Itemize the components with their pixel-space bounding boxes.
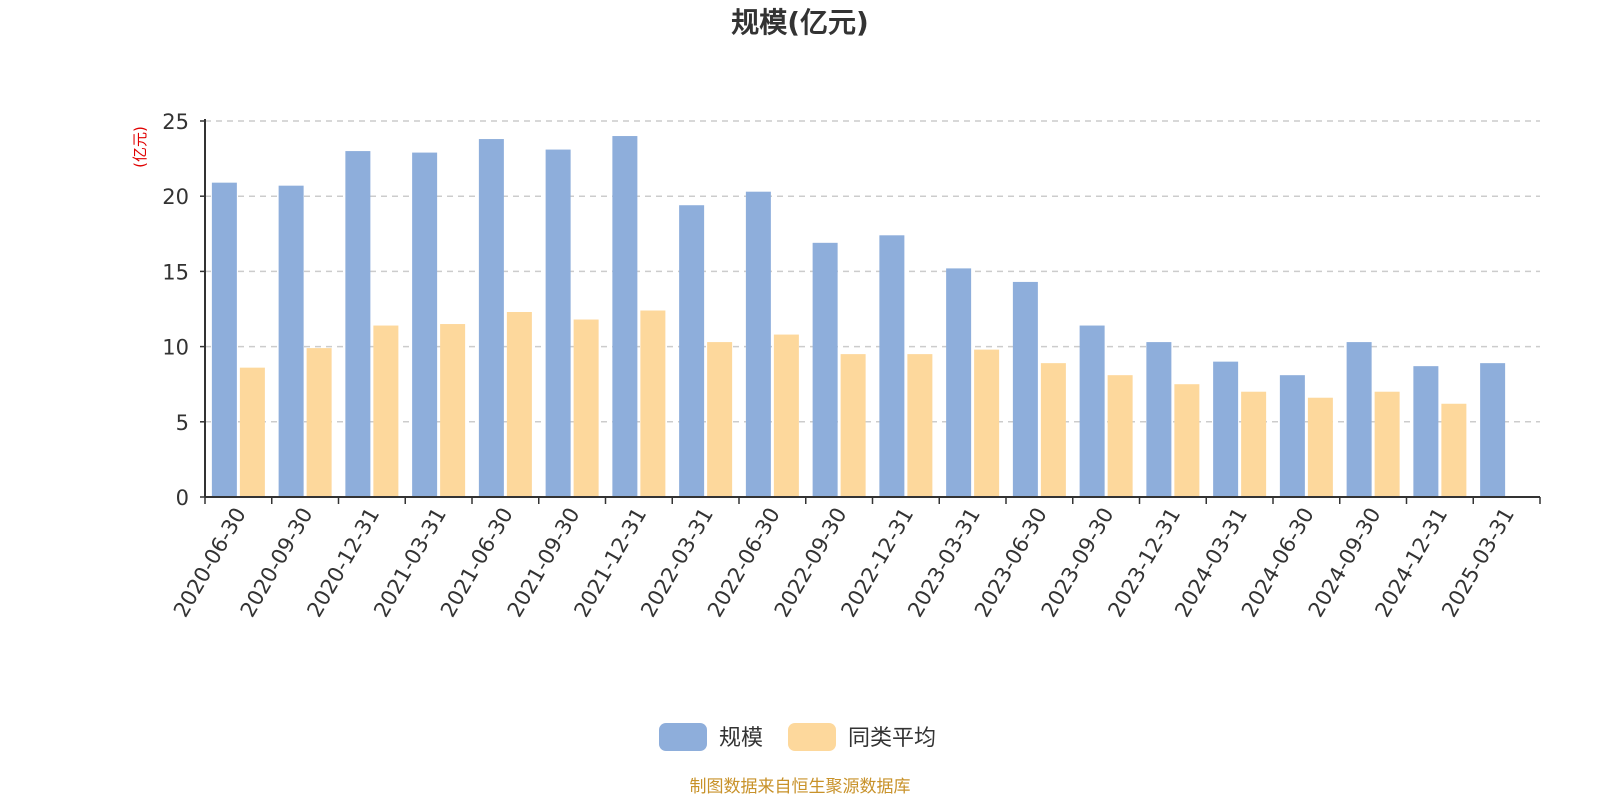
bar-peer-average[interactable]	[1040, 363, 1066, 497]
bar-scale[interactable]	[345, 151, 371, 497]
bar-peer-average[interactable]	[1241, 391, 1267, 497]
bar-peer-average[interactable]	[1441, 403, 1467, 497]
bar-peer-average[interactable]	[373, 325, 399, 497]
bar-peer-average[interactable]	[1374, 391, 1400, 497]
bar-peer-average[interactable]	[707, 342, 733, 497]
bar-scale[interactable]	[1146, 342, 1172, 497]
bar-peer-average[interactable]	[440, 324, 466, 497]
bar-peer-average[interactable]	[974, 349, 1000, 497]
y-tick-label: 0	[176, 486, 189, 510]
legend-item-peer-average[interactable]: 同类平均	[788, 723, 936, 751]
bar-peer-average[interactable]	[573, 319, 599, 497]
bar-peer-average[interactable]	[506, 312, 532, 497]
x-tick-labels: 2020-06-302020-09-302020-12-312021-03-31…	[169, 504, 1519, 622]
axes	[200, 119, 1541, 504]
bar-scale[interactable]	[946, 268, 972, 497]
bar-scale[interactable]	[1079, 325, 1105, 497]
bar-scale[interactable]	[1279, 375, 1305, 497]
bar-peer-average[interactable]	[1174, 384, 1200, 497]
bar-peer-average[interactable]	[773, 334, 799, 497]
y-axis-unit-label: (亿元)	[131, 126, 149, 168]
source-note: 制图数据来自恒生聚源数据库	[690, 777, 911, 797]
y-tick-label: 20	[162, 185, 189, 209]
legend-swatch-scale	[659, 723, 707, 751]
bar-peer-average[interactable]	[1107, 375, 1133, 497]
bars	[211, 136, 1506, 498]
bar-scale[interactable]	[879, 235, 905, 497]
y-tick-labels: 0 5 10 15 20 25	[162, 110, 189, 510]
bar-peer-average[interactable]	[306, 348, 332, 497]
legend-label-scale: 规模	[719, 726, 763, 751]
bar-peer-average[interactable]	[1307, 397, 1333, 497]
bar-scale[interactable]	[745, 191, 771, 498]
bar-scale[interactable]	[1346, 342, 1372, 497]
bar-scale[interactable]	[1213, 361, 1239, 497]
bar-scale[interactable]	[812, 242, 838, 497]
bar-scale[interactable]	[1012, 281, 1038, 497]
bar-peer-average[interactable]	[239, 367, 265, 497]
bar-scale[interactable]	[478, 139, 504, 497]
legend-swatch-peer-average	[788, 723, 836, 751]
legend: 规模 同类平均	[659, 723, 936, 751]
y-tick-label: 10	[162, 336, 189, 360]
bar-peer-average[interactable]	[640, 310, 666, 497]
bar-scale[interactable]	[412, 152, 438, 498]
y-tick-label: 15	[162, 260, 189, 284]
y-tick-label: 5	[176, 411, 189, 435]
bar-scale[interactable]	[278, 185, 304, 497]
x-tick-label: 2025-03-31	[1437, 504, 1519, 622]
bar-peer-average[interactable]	[907, 354, 933, 497]
bar-scale[interactable]	[1480, 363, 1506, 497]
grid-lines	[205, 120, 1540, 423]
y-tick-label: 25	[162, 110, 189, 134]
bar-scale[interactable]	[612, 136, 638, 498]
bar-scale[interactable]	[679, 205, 705, 497]
chart-title: 规模(亿元)	[731, 6, 869, 39]
legend-item-scale[interactable]: 规模	[659, 723, 763, 751]
bar-scale[interactable]	[545, 149, 571, 498]
bar-scale[interactable]	[211, 182, 237, 497]
bar-peer-average[interactable]	[840, 354, 866, 497]
bar-scale[interactable]	[1413, 366, 1439, 497]
legend-label-peer-average: 同类平均	[848, 726, 936, 751]
